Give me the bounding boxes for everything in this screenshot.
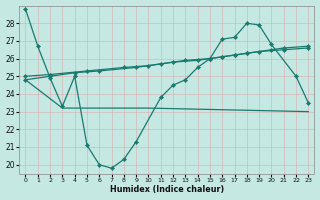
X-axis label: Humidex (Indice chaleur): Humidex (Indice chaleur) [110,185,224,194]
